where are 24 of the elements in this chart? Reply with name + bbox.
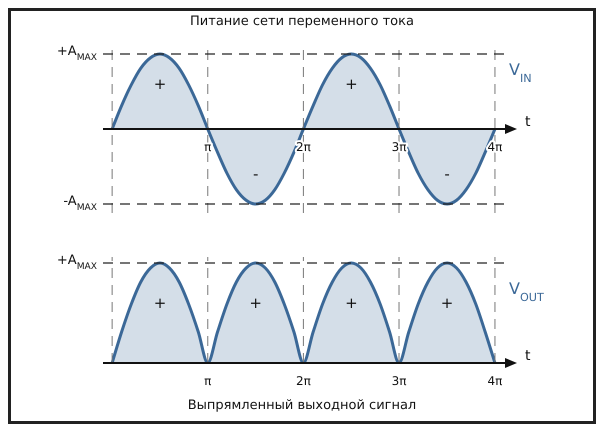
annotation: + bbox=[345, 294, 358, 312]
annotation: - bbox=[252, 165, 258, 183]
x-tick-label: 4π bbox=[488, 374, 502, 388]
annotation: - bbox=[444, 165, 450, 183]
x-tick-label: 2π bbox=[296, 374, 311, 388]
x-tick-label: π bbox=[204, 140, 212, 154]
x-axis-title: t bbox=[525, 348, 531, 364]
annotation: + bbox=[249, 294, 262, 312]
chart-title: Питание сети переменного тока bbox=[189, 13, 415, 31]
x-tick-label: 2π bbox=[296, 140, 311, 154]
annotation: + bbox=[154, 75, 166, 93]
ref-line-label: -A$_{MAX}$ bbox=[63, 194, 97, 213]
text: V$_{IN}$ bbox=[509, 60, 532, 85]
ref-line-label: +A$_{MAX}$ bbox=[56, 44, 97, 63]
annotation: + bbox=[440, 294, 454, 312]
x-tick-label: π bbox=[204, 374, 212, 388]
annotation: + bbox=[154, 294, 166, 312]
x-tick-label: 3π bbox=[392, 374, 406, 388]
x-tick-label: 4π bbox=[488, 140, 502, 154]
text: Выпрямленный выходной сигнал bbox=[186, 397, 418, 415]
annotation: + bbox=[345, 75, 358, 93]
x-axis-title: t bbox=[525, 114, 531, 130]
ref-line-label: +A$_{MAX}$ bbox=[56, 253, 97, 272]
series-label: V$_{OUT}$ bbox=[509, 278, 544, 304]
